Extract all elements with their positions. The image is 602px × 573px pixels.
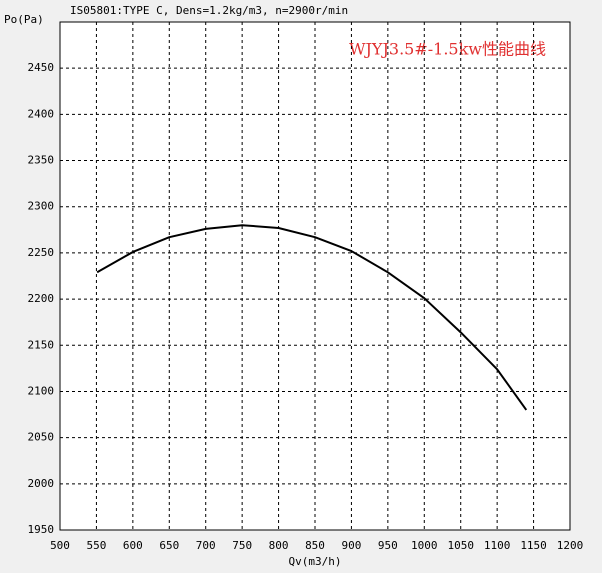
y-tick-label: 2050 bbox=[28, 431, 55, 444]
x-tick-label: 750 bbox=[232, 539, 252, 552]
x-tick-label: 1050 bbox=[447, 539, 474, 552]
chart-title: IS05801:TYPE C, Dens=1.2kg/m3, n=2900r/m… bbox=[70, 4, 348, 17]
x-tick-label: 1100 bbox=[484, 539, 511, 552]
x-tick-label: 800 bbox=[269, 539, 289, 552]
annotation: WJYJ3.5#-1.5kw性能曲线 bbox=[349, 40, 546, 59]
y-tick-label: 2400 bbox=[28, 107, 55, 120]
y-tick-label: 2000 bbox=[28, 477, 55, 490]
x-tick-label: 900 bbox=[341, 539, 361, 552]
x-tick-label: 650 bbox=[159, 539, 179, 552]
y-tick-label: 2450 bbox=[28, 61, 55, 74]
y-tick-label: 2150 bbox=[28, 338, 55, 351]
y-tick-label: 2250 bbox=[28, 246, 55, 259]
x-tick-label: 1150 bbox=[520, 539, 547, 552]
y-tick-label: 2350 bbox=[28, 154, 55, 167]
x-tick-label: 950 bbox=[378, 539, 398, 552]
x-tick-label: 1000 bbox=[411, 539, 438, 552]
y-axis-label: Po(Pa) bbox=[4, 13, 44, 26]
y-tick-label: 1950 bbox=[28, 523, 55, 536]
x-axis-label: Qv(m3/h) bbox=[289, 555, 342, 568]
y-tick-label: 2100 bbox=[28, 384, 55, 397]
x-tick-label: 550 bbox=[86, 539, 106, 552]
y-tick-label: 2200 bbox=[28, 292, 55, 305]
x-tick-label: 1200 bbox=[557, 539, 584, 552]
line bbox=[96, 224, 528, 411]
x-tick-label: 850 bbox=[305, 539, 325, 552]
y-tick-label: 2300 bbox=[28, 200, 55, 213]
x-tick-label: 600 bbox=[123, 539, 143, 552]
x-tick-label: 700 bbox=[196, 539, 216, 552]
x-tick-label: 500 bbox=[50, 539, 70, 552]
